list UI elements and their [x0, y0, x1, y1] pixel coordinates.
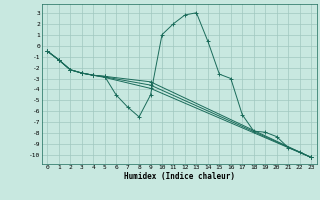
X-axis label: Humidex (Indice chaleur): Humidex (Indice chaleur)	[124, 172, 235, 181]
